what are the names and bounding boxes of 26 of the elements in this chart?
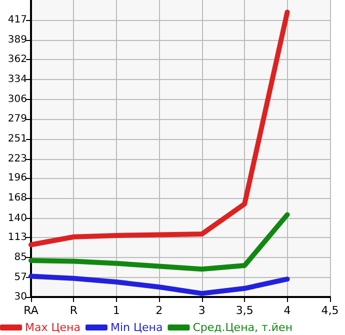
x-tick-label: 1 (112, 304, 120, 317)
y-tick-label: 334 (8, 74, 27, 85)
x-tick-label: 3,5 (236, 304, 254, 317)
y-tick-label: 223 (8, 153, 27, 164)
y-tick-label: 85 (14, 252, 27, 264)
y-tick-label: 279 (8, 113, 27, 124)
x-tick-label: 4,5 (321, 304, 339, 317)
y-tick-label: 140 (8, 212, 27, 224)
legend-label: Max Цена (25, 321, 80, 334)
y-tick-label: 251 (8, 133, 27, 144)
y-tick-label: 57 (14, 272, 27, 284)
x-tick-label: R (70, 304, 78, 317)
y-tick-label: 306 (8, 94, 27, 105)
y-tick-label: 362 (8, 54, 27, 65)
x-tick-label: 3 (198, 304, 206, 317)
y-tick-label: 417 (8, 14, 27, 26)
y-tick-label: 30 (14, 292, 27, 302)
legend-label: Сред.Цена, т.йен (192, 321, 293, 334)
x-tick-label: RA (24, 304, 39, 317)
x-tick-label: 4 (284, 304, 291, 317)
legend-label: Min Цена (110, 321, 163, 334)
y-tick-label: 196 (8, 172, 27, 184)
y-tick-label: 168 (8, 192, 27, 204)
x-tick-label: 2 (156, 304, 163, 317)
y-tick-label: 113 (8, 232, 27, 244)
y-tick-label: 389 (8, 34, 27, 46)
